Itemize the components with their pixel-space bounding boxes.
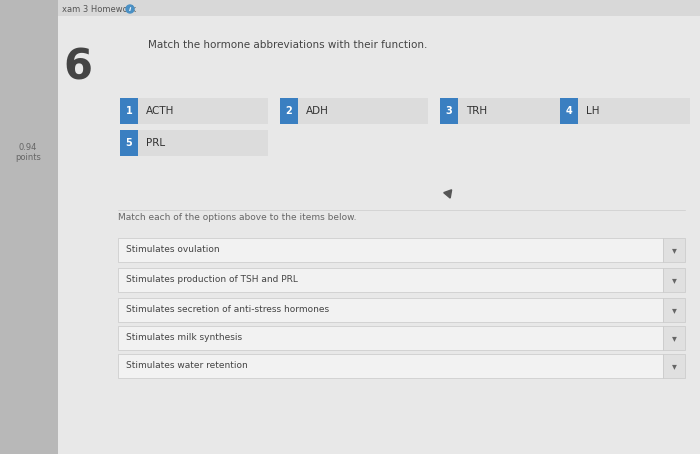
Text: ▾: ▾ [671,361,676,371]
Bar [663,354,685,378]
Bar [118,298,663,322]
Bar [280,98,298,124]
Text: 1: 1 [125,106,132,116]
Bar [118,354,663,378]
Text: Match the hormone abbreviations with their function.: Match the hormone abbreviations with the… [148,40,428,50]
Text: ▾: ▾ [671,275,676,285]
Bar [120,98,268,124]
Bar [118,326,663,350]
Bar [440,98,458,124]
Text: 3: 3 [446,106,452,116]
Text: Stimulates secretion of anti-stress hormones: Stimulates secretion of anti-stress horm… [126,306,329,315]
Text: TRH: TRH [466,106,487,116]
Bar [0,0,58,454]
Bar [118,268,663,292]
Text: Stimulates water retention: Stimulates water retention [126,361,248,370]
Text: ▾: ▾ [671,333,676,343]
Bar [120,130,138,156]
Text: Stimulates milk synthesis: Stimulates milk synthesis [126,334,242,342]
Text: Stimulates ovulation: Stimulates ovulation [126,246,220,255]
Bar [58,0,700,16]
Text: ACTH: ACTH [146,106,174,116]
Bar [280,98,428,124]
Bar [663,326,685,350]
Bar [440,98,588,124]
Bar [560,98,690,124]
Text: 5: 5 [125,138,132,148]
Text: PRL: PRL [146,138,165,148]
Bar [663,238,685,262]
Text: 6: 6 [64,47,92,89]
Text: points: points [15,153,41,162]
Text: 0.94: 0.94 [19,143,37,153]
Bar [118,238,663,262]
Text: 2: 2 [286,106,293,116]
Bar [663,298,685,322]
Text: LH: LH [586,106,599,116]
Text: xam 3 Homework: xam 3 Homework [62,5,136,14]
Text: 4: 4 [566,106,573,116]
Bar [560,98,578,124]
Text: ▾: ▾ [671,245,676,255]
Circle shape [126,5,134,13]
Text: i: i [129,7,131,12]
Text: Stimulates production of TSH and PRL: Stimulates production of TSH and PRL [126,276,298,285]
Bar [120,130,268,156]
Text: Match each of the options above to the items below.: Match each of the options above to the i… [118,213,356,222]
Text: ▾: ▾ [671,305,676,315]
Bar [663,268,685,292]
Text: ADH: ADH [306,106,329,116]
Bar [120,98,138,124]
